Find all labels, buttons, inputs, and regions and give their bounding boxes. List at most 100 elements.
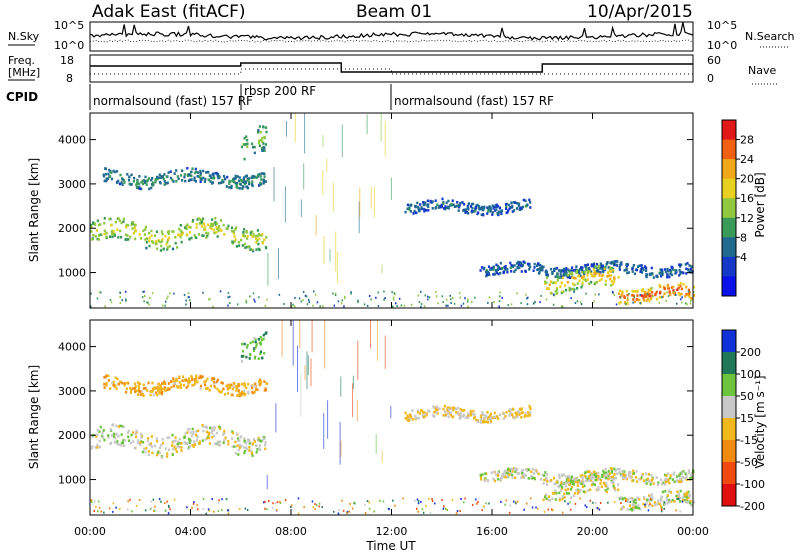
- echo-cell: [654, 503, 657, 507]
- echo-cell: [127, 439, 131, 442]
- echo-cell: [116, 440, 119, 443]
- echo-cell: [473, 416, 476, 419]
- echo-cell: [109, 235, 112, 238]
- echo-cell: [143, 300, 145, 303]
- echo-cell: [166, 387, 169, 390]
- echo-cell: [584, 270, 587, 274]
- echo-cell: [421, 414, 424, 417]
- echo-cell: [673, 500, 676, 503]
- echo-cell: [264, 447, 267, 451]
- echo-cell: [180, 240, 183, 244]
- y-tick-label: 4000: [58, 341, 86, 354]
- echo-cell: [494, 204, 497, 207]
- echo-cell: [458, 205, 461, 209]
- echo-cell: [194, 379, 197, 382]
- echo-cell: [264, 441, 267, 444]
- echo-cell: [189, 299, 191, 302]
- echo-cell: [592, 268, 595, 271]
- echo-cell: [230, 229, 234, 233]
- echo-cell: [661, 482, 664, 486]
- echo-cell: [428, 296, 431, 299]
- echo-cell: [177, 177, 180, 181]
- echo-cell: [392, 305, 394, 308]
- echo-cell: [545, 473, 549, 476]
- echo-cell: [249, 231, 252, 234]
- echo-cell: [570, 475, 574, 478]
- echo-cell: [231, 445, 234, 448]
- echo-cell: [194, 180, 197, 183]
- echo-cell: [406, 203, 409, 207]
- echo-cell: [140, 181, 143, 184]
- echo-cell: [678, 263, 682, 267]
- echo-cell: [158, 498, 161, 501]
- echo-cell: [636, 265, 640, 268]
- echo-cell: [123, 444, 126, 447]
- echo-cell: [193, 234, 196, 237]
- echo-cell: [156, 177, 159, 181]
- echo-cell: [561, 497, 564, 501]
- echo-cell: [155, 453, 159, 457]
- echo-cell: [393, 292, 395, 295]
- echo-cell: [660, 504, 662, 507]
- echo-cell: [170, 386, 173, 389]
- echo-cell: [584, 474, 587, 478]
- echo-cell: [162, 177, 165, 181]
- echo-cell: [527, 296, 529, 299]
- echo-cell: [257, 129, 260, 132]
- echo-cell: [173, 382, 177, 385]
- echo-cell: [553, 269, 556, 272]
- echo-cell: [484, 420, 487, 424]
- colorbar-swatch: [722, 159, 736, 180]
- echo-cell: [498, 300, 501, 303]
- echo-cell: [496, 212, 499, 215]
- echo-cell: [102, 429, 105, 432]
- echo-cell: [497, 266, 500, 269]
- echo-cell: [336, 252, 338, 284]
- echo-cell: [679, 489, 682, 493]
- echo-cell: [255, 248, 258, 251]
- echo-cell: [483, 420, 486, 423]
- echo-cell: [626, 271, 629, 275]
- echo-cell: [189, 226, 192, 229]
- echo-cell: [560, 281, 563, 285]
- echo-cell: [156, 247, 159, 251]
- echo-cell: [218, 426, 221, 429]
- echo-cell: [201, 375, 204, 378]
- echo-cell: [281, 320, 283, 357]
- echo-cell: [562, 511, 564, 514]
- echo-cell: [227, 296, 229, 299]
- echo-cell: [120, 433, 123, 436]
- echo-cell: [667, 295, 670, 298]
- echo-cell: [636, 506, 639, 510]
- echo-cell: [593, 483, 597, 487]
- echo-cell: [526, 203, 529, 207]
- echo-cell: [139, 393, 142, 396]
- echo-cell: [667, 480, 670, 483]
- echo-cell: [624, 476, 627, 480]
- echo-cell: [578, 481, 582, 485]
- echo-cell: [558, 497, 561, 500]
- echo-cell: [577, 479, 580, 482]
- echo-cell: [424, 201, 427, 204]
- echo-cell: [140, 432, 143, 436]
- echo-cell: [686, 501, 689, 504]
- echo-cell: [496, 264, 499, 268]
- echo-cell: [427, 295, 429, 298]
- echo-cell: [596, 478, 599, 481]
- echo-cell: [215, 222, 219, 225]
- echo-cell: [556, 276, 560, 279]
- echo-cell: [585, 292, 587, 295]
- echo-cell: [218, 499, 220, 502]
- echo-cell: [135, 431, 138, 434]
- echo-cell: [144, 295, 146, 297]
- echo-cell: [128, 182, 131, 186]
- echo-cell: [112, 169, 115, 173]
- echo-cell: [559, 269, 562, 272]
- echo-cell: [590, 264, 593, 268]
- echo-cell: [688, 295, 691, 298]
- echo-cell: [495, 271, 498, 275]
- echo-cell: [237, 179, 241, 183]
- echo-cell: [660, 506, 662, 509]
- echo-cell: [636, 496, 639, 499]
